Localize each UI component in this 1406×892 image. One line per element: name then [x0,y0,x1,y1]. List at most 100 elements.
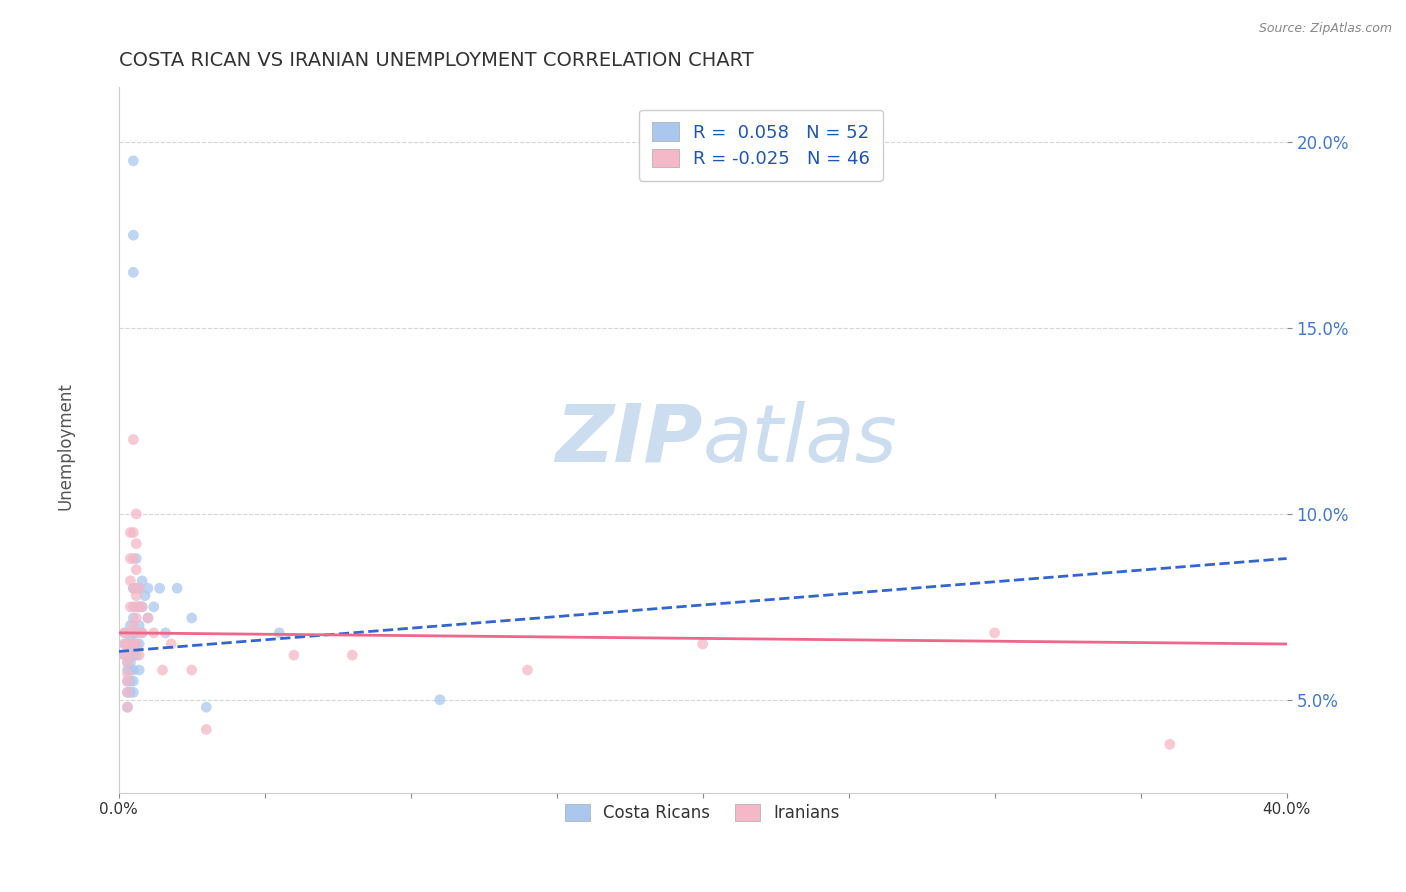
Point [134,589,156,603]
Point [122,611,145,625]
Point [142,625,165,640]
Point [122,581,145,595]
Point [117,663,139,677]
Point [136,581,159,595]
Point [120,685,142,699]
Point [117,674,139,689]
Point [131,599,153,614]
Point [114,648,136,662]
Point [149,581,172,595]
Point [122,663,145,677]
Point [120,640,142,655]
Point [142,599,165,614]
Point [131,625,153,640]
Point [125,581,148,595]
Point [342,648,364,662]
Point [120,618,142,632]
Point [117,700,139,714]
Point [131,574,153,588]
Point [122,228,145,243]
Legend: Costa Ricans, Iranians: Costa Ricans, Iranians [554,792,852,834]
Point [125,637,148,651]
Point [117,656,139,670]
Point [125,625,148,640]
Point [122,525,145,540]
Text: Source: ZipAtlas.com: Source: ZipAtlas.com [1258,22,1392,36]
Point [114,637,136,651]
Point [128,599,150,614]
Point [120,599,142,614]
Point [122,637,145,651]
Point [122,153,145,168]
Point [122,618,145,632]
Point [117,637,139,651]
Point [125,599,148,614]
Point [117,637,139,651]
Point [125,611,148,625]
Point [180,611,202,625]
Point [128,648,150,662]
Point [125,637,148,651]
Point [125,589,148,603]
Point [120,625,142,640]
Point [166,581,188,595]
Point [120,648,142,662]
Point [128,581,150,595]
Point [269,625,291,640]
Point [1159,737,1181,751]
Point [122,551,145,566]
Text: atlas: atlas [703,401,897,479]
Point [160,637,183,651]
Text: ZIP: ZIP [555,401,703,479]
Point [125,648,148,662]
Point [125,536,148,550]
Point [120,551,142,566]
Point [128,625,150,640]
Point [122,674,145,689]
Point [692,637,714,651]
Point [128,599,150,614]
Point [122,265,145,279]
Point [117,685,139,699]
Point [429,692,451,706]
Point [516,663,538,677]
Point [125,551,148,566]
Point [983,625,1005,640]
Point [122,648,145,662]
Point [117,656,139,670]
Point [114,625,136,640]
Point [128,663,150,677]
Point [120,525,142,540]
Point [120,630,142,644]
Point [128,637,150,651]
Point [136,611,159,625]
Point [114,637,136,651]
Point [283,648,305,662]
Point [117,685,139,699]
Point [131,599,153,614]
Point [122,599,145,614]
Point [155,625,177,640]
Point [114,648,136,662]
Point [120,674,142,689]
Text: Unemployment: Unemployment [56,382,75,510]
Point [195,700,218,714]
Point [122,581,145,595]
Point [120,663,142,677]
Point [180,663,202,677]
Point [152,663,174,677]
Point [195,723,218,737]
Point [125,563,148,577]
Point [117,674,139,689]
Point [122,637,145,651]
Point [114,625,136,640]
Point [122,433,145,447]
Point [117,700,139,714]
Point [122,685,145,699]
Point [120,574,142,588]
Point [131,625,153,640]
Point [122,625,145,640]
Point [128,618,150,632]
Point [120,656,142,670]
Point [125,507,148,521]
